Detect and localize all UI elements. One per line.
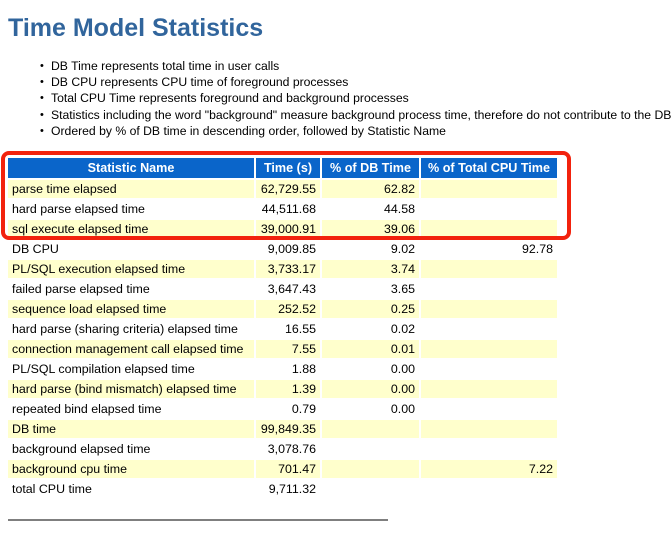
statistic-name-cell: hard parse elapsed time: [8, 200, 254, 219]
page-title: Time Model Statistics: [8, 14, 264, 42]
note-item: Total CPU Time represents foreground and…: [40, 90, 672, 106]
value-cell: 44,511.68: [256, 200, 320, 219]
statistic-name-cell: failed parse elapsed time: [8, 280, 254, 299]
note-item: DB Time represents total time in user ca…: [40, 58, 672, 74]
value-cell: [421, 280, 557, 299]
value-cell: [322, 480, 419, 499]
table-row: repeated bind elapsed time 0.79 0.00: [8, 400, 557, 419]
note-item: Statistics including the word "backgroun…: [40, 107, 672, 123]
note-item: DB CPU represents CPU time of foreground…: [40, 74, 672, 90]
table-header-row: Statistic Name Time (s)% of DB Time% of T…: [8, 158, 557, 179]
table-row: background cpu time 701.47 7.22: [8, 460, 557, 479]
table-row: hard parse elapsed time 44,511.68 44.58: [8, 200, 557, 219]
value-cell: 0.00: [322, 360, 419, 379]
value-cell: 9,009.85: [256, 240, 320, 259]
value-cell: 7.55: [256, 340, 320, 359]
table-row: sequence load elapsed time 252.52 0.25: [8, 300, 557, 319]
statistic-name-cell: parse time elapsed: [8, 180, 254, 199]
statistic-name-cell: PL/SQL execution elapsed time: [8, 260, 254, 279]
statistic-name-cell: hard parse (sharing criteria) elapsed ti…: [8, 320, 254, 339]
statistic-name-cell: repeated bind elapsed time: [8, 400, 254, 419]
value-cell: 0.02: [322, 320, 419, 339]
value-cell: 7.22: [421, 460, 557, 479]
value-cell: 99,849.35: [256, 420, 320, 439]
value-cell: 39,000.91: [256, 220, 320, 239]
column-header: % of Total CPU Time: [421, 158, 557, 179]
value-cell: [322, 460, 419, 479]
value-cell: 1.39: [256, 380, 320, 399]
table-row: hard parse (bind mismatch) elapsed time 1…: [8, 380, 557, 399]
value-cell: 701.47: [256, 460, 320, 479]
value-cell: 62,729.55: [256, 180, 320, 199]
value-cell: 3,733.17: [256, 260, 320, 279]
value-cell: 3.74: [322, 260, 419, 279]
value-cell: [322, 420, 419, 439]
value-cell: [421, 420, 557, 439]
value-cell: [421, 200, 557, 219]
statistic-name-cell: background elapsed time: [8, 440, 254, 459]
value-cell: 3,078.76: [256, 440, 320, 459]
value-cell: 3.65: [322, 280, 419, 299]
value-cell: 39.06: [322, 220, 419, 239]
table-row: hard parse (sharing criteria) elapsed ti…: [8, 320, 557, 339]
value-cell: [421, 340, 557, 359]
value-cell: 9,711.32: [256, 480, 320, 499]
statistic-name-cell: DB time: [8, 420, 254, 439]
value-cell: 0.79: [256, 400, 320, 419]
statistic-name-cell: connection management call elapsed time: [8, 340, 254, 359]
table-row: PL/SQL execution elapsed time 3,733.17 3.7…: [8, 260, 557, 279]
value-cell: [421, 300, 557, 319]
table-row: parse time elapsed 62,729.55 62.82: [8, 180, 557, 199]
statistic-name-cell: PL/SQL compilation elapsed time: [8, 360, 254, 379]
table-row: PL/SQL compilation elapsed time 1.88 0.00: [8, 360, 557, 379]
value-cell: 16.55: [256, 320, 320, 339]
value-cell: [421, 400, 557, 419]
statistic-name-cell: hard parse (bind mismatch) elapsed time: [8, 380, 254, 399]
table-row: connection management call elapsed time 7…: [8, 340, 557, 359]
value-cell: 92.78: [421, 240, 557, 259]
value-cell: [421, 320, 557, 339]
table-row: sql execute elapsed time 39,000.91 39.06: [8, 220, 557, 239]
value-cell: [421, 440, 557, 459]
value-cell: [421, 380, 557, 399]
column-header: Time (s): [256, 158, 320, 179]
time-model-statistics-table: Statistic Name Time (s)% of DB Time% of T…: [6, 156, 559, 500]
table-row: total CPU time 9,711.32: [8, 480, 557, 499]
table-row: failed parse elapsed time 3,647.43 3.65: [8, 280, 557, 299]
value-cell: 252.52: [256, 300, 320, 319]
value-cell: [421, 180, 557, 199]
note-item: Ordered by % of DB time in descending or…: [40, 123, 672, 139]
value-cell: 0.01: [322, 340, 419, 359]
column-header: Statistic Name: [8, 158, 254, 179]
value-cell: 9.02: [322, 240, 419, 259]
value-cell: [322, 440, 419, 459]
report-notes-list: DB Time represents total time in user ca…: [0, 58, 672, 139]
table-row: background elapsed time 3,078.76: [8, 440, 557, 459]
statistic-name-cell: DB CPU: [8, 240, 254, 259]
statistic-name-cell: sql execute elapsed time: [8, 220, 254, 239]
statistic-name-cell: sequence load elapsed time: [8, 300, 254, 319]
value-cell: 44.58: [322, 200, 419, 219]
table-row: DB CPU 9,009.85 9.02 92.78: [8, 240, 557, 259]
section-divider: [8, 519, 388, 522]
value-cell: [421, 360, 557, 379]
value-cell: [421, 220, 557, 239]
time-model-statistics-table-wrap: Statistic Name Time (s)% of DB Time% of T…: [1, 151, 571, 500]
value-cell: 0.25: [322, 300, 419, 319]
value-cell: 1.88: [256, 360, 320, 379]
value-cell: 3,647.43: [256, 280, 320, 299]
column-header: % of DB Time: [322, 158, 419, 179]
value-cell: [421, 260, 557, 279]
statistic-name-cell: total CPU time: [8, 480, 254, 499]
table-row: DB time 99,849.35: [8, 420, 557, 439]
value-cell: 0.00: [322, 400, 419, 419]
value-cell: 62.82: [322, 180, 419, 199]
value-cell: 0.00: [322, 380, 419, 399]
value-cell: [421, 480, 557, 499]
statistic-name-cell: background cpu time: [8, 460, 254, 479]
